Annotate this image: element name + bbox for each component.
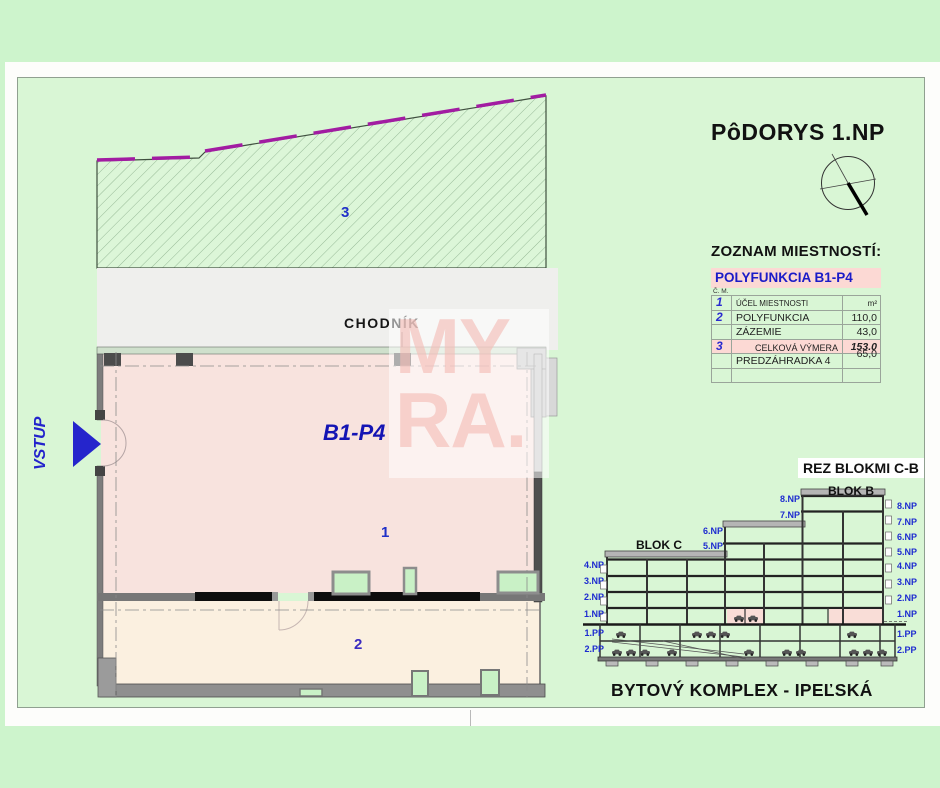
fold-mark <box>470 710 471 726</box>
floor-label: 7.NP <box>779 510 800 520</box>
page-title: PôDORYS 1.NP <box>711 119 885 145</box>
blok-c-label: BLOK C <box>636 538 682 552</box>
north-compass-icon <box>819 153 877 216</box>
table-header: POLYFUNKCIA B1-P4 <box>711 268 881 288</box>
room-list-heading: ZOZNAM MIESTNOSTÍ: <box>711 243 882 260</box>
watermark-line1: MY <box>395 309 511 390</box>
table-row: ZÁZEMIE 43,0 <box>712 325 880 340</box>
table-row: 1 ÚČEL MIESTNOSTI m² <box>712 296 880 311</box>
section-title: REZ BLOKMI C-B <box>798 458 924 478</box>
floor-label: 7.NP <box>897 517 918 527</box>
floor-label: 5.NP <box>702 541 723 551</box>
table-row-total: 3 CELKOVÁ VÝMERA 153.0 <box>712 339 880 354</box>
front-garden-area <box>96 93 547 269</box>
cm-column-label: Č. M. <box>713 288 729 295</box>
floor-label: 8.NP <box>779 494 800 504</box>
floor-label: 2.NP <box>897 593 918 603</box>
row-num <box>712 325 732 339</box>
room-3-number: 3 <box>341 204 350 221</box>
blok-b-label: BLOK B <box>828 484 874 498</box>
floor-label: 4.NP <box>583 560 604 570</box>
floor-plan <box>73 346 558 698</box>
room-1-number: 1 <box>381 524 390 541</box>
entrance-arrow <box>73 421 101 467</box>
floor-label: 5.NP <box>897 547 918 557</box>
row-value: 153.0 <box>850 340 877 353</box>
floor-label: 1.NP <box>897 609 918 619</box>
row-name: ZÁZEMIE <box>732 325 843 339</box>
site-boundary-line <box>96 93 547 162</box>
row-name: ÚČEL MIESTNOSTI <box>732 296 843 310</box>
table-row-empty <box>712 368 880 383</box>
floor-label: 2.PP <box>584 644 604 654</box>
room-2-number: 2 <box>354 636 363 653</box>
row-name: PREDZÁHRADKA 4 <box>732 354 843 368</box>
row-num: 2 <box>712 310 732 324</box>
row-value: 65,0 <box>856 348 877 360</box>
table-row: PREDZÁHRADKA 4 65,0 <box>712 348 880 369</box>
floor-label: 1.PP <box>584 628 604 638</box>
row-value: 110,0 <box>851 311 878 324</box>
floor-label: 6.NP <box>702 526 723 536</box>
row-name: POLYFUNKCIA <box>732 310 843 324</box>
row-num: 3 <box>712 339 732 353</box>
row-num: 1 <box>712 296 732 310</box>
section-drawing <box>583 488 907 667</box>
floor-label: 3.NP <box>583 576 604 586</box>
entrance-label: VSTUP <box>32 416 49 470</box>
room-2-fill <box>101 601 540 686</box>
entrance-door-swing <box>102 419 127 467</box>
floor-label: 1.NP <box>583 609 604 619</box>
table-row: 2 POLYFUNKCIA 110,0 <box>712 310 880 325</box>
floor-label: 4.NP <box>897 561 918 571</box>
watermark: MY RA. <box>389 309 549 478</box>
row-value: 43,0 <box>856 326 877 338</box>
floor-label: 2.NP <box>583 592 604 602</box>
row-name: CELKOVÁ VÝMERA <box>732 339 843 353</box>
row-value: m² <box>867 299 877 308</box>
floor-label: 2.PP <box>897 645 917 655</box>
floor-label: 3.NP <box>897 577 918 587</box>
room-list-table: POLYFUNKCIA B1-P4 Č. M. 1 ÚČEL MIESTNOST… <box>711 268 881 383</box>
floor-label: 8.NP <box>897 501 918 511</box>
row-num <box>712 354 732 368</box>
floor-label: 1.PP <box>897 629 917 639</box>
watermark-line2: RA. <box>395 376 527 465</box>
project-name: BYTOVÝ KOMPLEX - IPEĽSKÁ <box>611 680 873 700</box>
unit-label: B1-P4 <box>323 420 386 445</box>
interior-door-swing <box>278 600 309 631</box>
floor-label: 6.NP <box>897 532 918 542</box>
